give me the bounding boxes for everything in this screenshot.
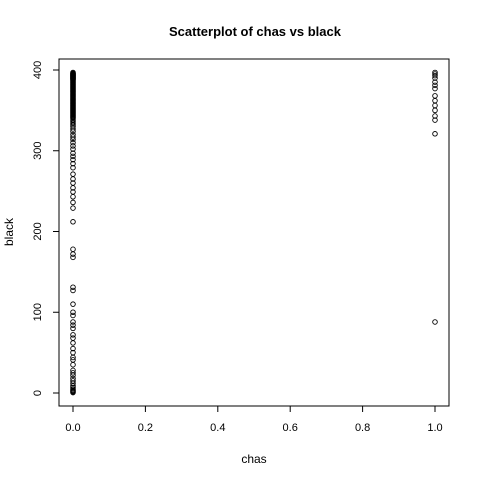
data-point [70, 205, 76, 211]
data-point [432, 82, 438, 89]
data-point [70, 380, 76, 387]
data-point [70, 194, 76, 200]
data-point [70, 361, 76, 368]
data-point [70, 150, 76, 156]
data-point [70, 325, 76, 332]
data-point [70, 312, 76, 319]
data-point [70, 322, 76, 328]
data-point [70, 199, 76, 206]
data-point [70, 319, 76, 325]
y-tick-label: 200 [32, 222, 44, 240]
data-point [432, 102, 438, 109]
data-point [70, 153, 76, 160]
data-point [70, 309, 76, 316]
data-point [70, 354, 76, 361]
data-point [432, 85, 438, 92]
chart-title: Scatterplot of chas vs black [169, 24, 342, 39]
data-point [70, 128, 76, 135]
x-axis: 0.0 0.2 0.4 0.6 0.8 1.0 [65, 405, 443, 434]
data-point [70, 122, 76, 128]
data-point [432, 97, 438, 104]
y-axis-label: black [2, 217, 16, 246]
data-point [70, 370, 76, 376]
x-axis-label: chas [241, 452, 266, 466]
data-point [432, 107, 438, 114]
data-point [432, 71, 438, 77]
data-point [70, 126, 76, 132]
data-point [70, 143, 76, 149]
x-tick-label: 0.0 [65, 422, 80, 434]
data-point [70, 139, 76, 146]
data-point [70, 251, 76, 257]
data-point [432, 117, 438, 123]
data-point [70, 164, 76, 171]
data-point [432, 79, 438, 85]
data-point [70, 345, 76, 352]
data-point [70, 287, 76, 294]
data-point [70, 301, 76, 307]
x-tick-label: 0.4 [210, 422, 225, 434]
y-tick-label: 400 [32, 61, 44, 79]
x-tick-label: 1.0 [427, 422, 442, 434]
data-point [70, 156, 76, 163]
data-point [70, 176, 76, 182]
data-point [432, 319, 438, 325]
data-point [70, 246, 76, 253]
data-point [70, 185, 76, 191]
data-point [432, 75, 438, 81]
data-point [432, 69, 438, 76]
data-point [70, 136, 76, 143]
x-tick-label: 0.2 [138, 422, 153, 434]
data-point [70, 284, 76, 290]
data-point [70, 120, 76, 127]
data-point [70, 389, 76, 396]
data-point [432, 93, 438, 99]
y-tick-label: 100 [32, 303, 44, 321]
data-point [70, 335, 76, 341]
data-points [70, 69, 438, 396]
data-point [70, 254, 76, 261]
data-point [70, 160, 76, 167]
data-point [432, 72, 438, 79]
data-point [70, 372, 76, 378]
data-point [70, 146, 76, 152]
y-tick-label: 0 [32, 390, 44, 396]
x-tick-label: 0.8 [355, 422, 370, 434]
data-point [70, 332, 76, 338]
x-tick-label: 0.6 [283, 422, 298, 434]
data-point [432, 131, 438, 137]
plot-frame [58, 58, 450, 407]
y-axis: 0 100 200 300 400 [32, 61, 60, 396]
data-point [70, 134, 76, 140]
data-point [70, 340, 76, 346]
y-tick-label: 300 [32, 142, 44, 160]
data-point [70, 171, 76, 177]
data-point [70, 219, 76, 225]
data-point [432, 113, 438, 119]
